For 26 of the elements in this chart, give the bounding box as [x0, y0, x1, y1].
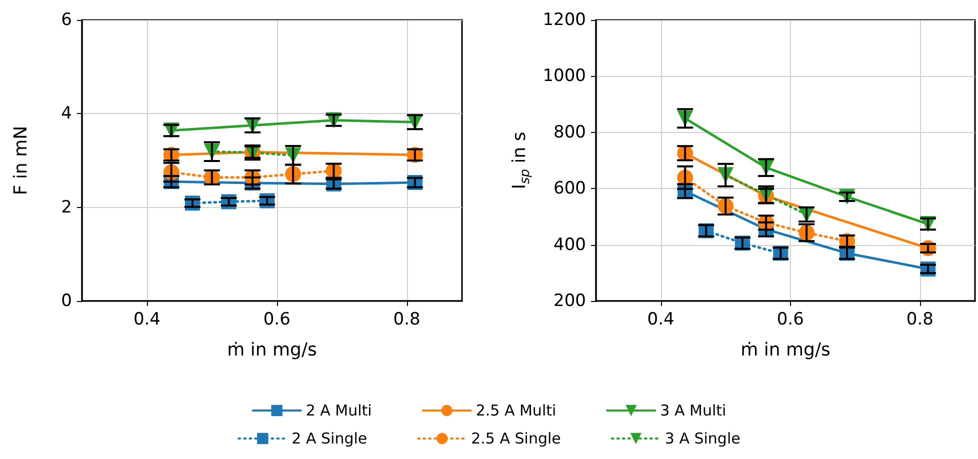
x-tick-label: 0.4 — [133, 310, 160, 330]
y-tick-label: 6 — [61, 10, 72, 30]
y-tick-label: 400 — [554, 234, 586, 255]
x-tick-label: 0.8 — [393, 310, 420, 330]
legend-label: 3 A Single — [664, 430, 740, 448]
x-tick-label: 0.6 — [776, 310, 804, 330]
legend-label: 2 A Multi — [306, 402, 372, 420]
legend-label: 2.5 A Multi — [476, 402, 556, 420]
legend-label: 3 A Multi — [660, 402, 726, 420]
x-tick-label: 0.6 — [263, 310, 290, 330]
y-tick-label: 800 — [554, 122, 586, 142]
x-tick-label: 0.4 — [647, 310, 674, 330]
y-axis-title: F in mN — [10, 126, 32, 196]
legend-label: 2 A Single — [292, 430, 368, 448]
y-tick-label: 0 — [61, 291, 72, 311]
legend-label: 2.5 A Single — [471, 430, 561, 448]
y-tick-label: 600 — [554, 178, 586, 199]
y-tick-label: 4 — [61, 104, 72, 124]
y-tick-label: 200 — [554, 291, 586, 311]
x-tick-label: 0.8 — [906, 310, 934, 330]
x-axis-title: ṁ in mg/s — [740, 340, 830, 360]
y-tick-label: 1200 — [542, 10, 586, 30]
y-tick-label: 1000 — [542, 66, 586, 86]
y-axis-title: Isp in s — [508, 132, 533, 190]
y-tick-label: 2 — [61, 197, 72, 218]
x-axis-title: ṁ in mg/s — [227, 340, 317, 360]
